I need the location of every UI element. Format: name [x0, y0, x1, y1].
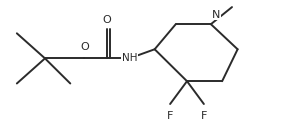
Text: O: O [80, 42, 89, 52]
Text: F: F [167, 111, 173, 121]
Text: O: O [103, 15, 111, 25]
Text: NH: NH [122, 53, 137, 63]
Text: N: N [212, 10, 221, 20]
Text: F: F [201, 111, 207, 121]
